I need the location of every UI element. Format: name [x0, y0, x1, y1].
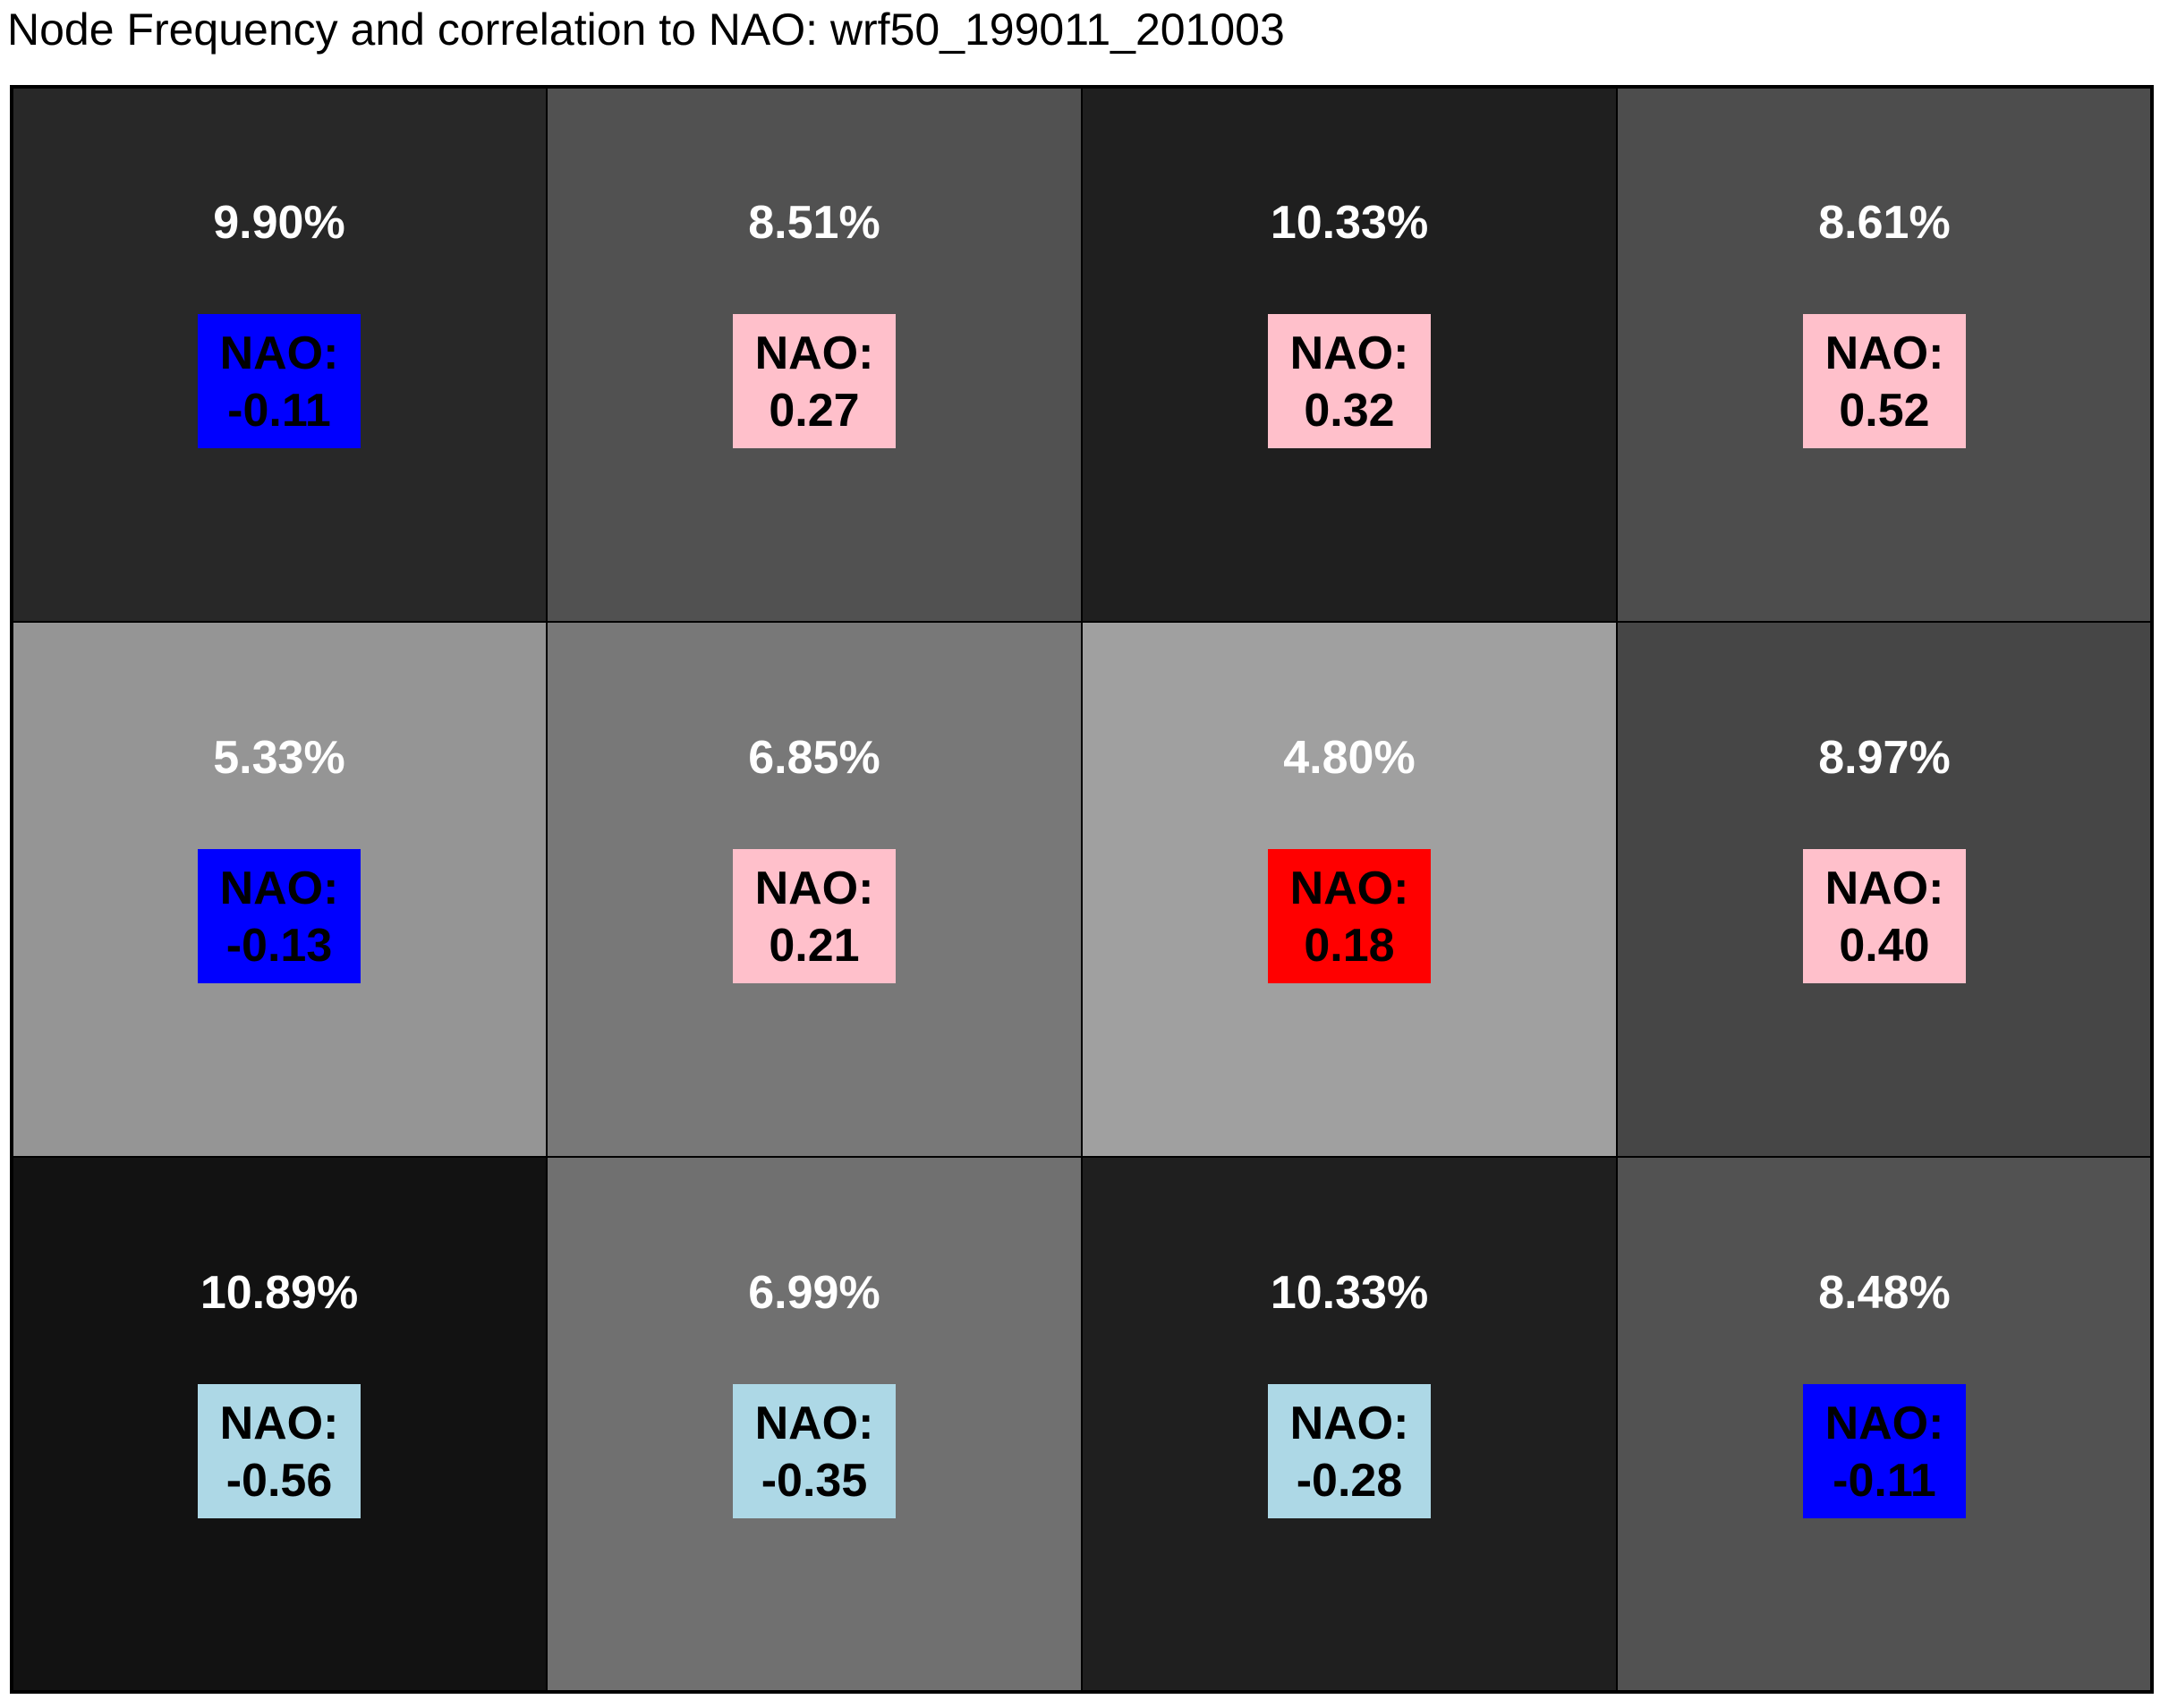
node-frequency-1: 9.90%	[213, 197, 344, 249]
nao-label-3: NAO:	[1290, 327, 1409, 379]
nao-label-4: NAO:	[1825, 327, 1944, 379]
node-frequency-3: 10.33%	[1271, 197, 1428, 249]
nao-value-11: -0.28	[1297, 1455, 1403, 1507]
nao-value-3: 0.32	[1304, 385, 1394, 437]
nao-label-10: NAO:	[755, 1398, 874, 1449]
nao-value-7: 0.18	[1304, 920, 1394, 972]
nao-label-11: NAO:	[1290, 1398, 1409, 1449]
nao-label-12: NAO:	[1825, 1398, 1944, 1449]
node-frequency-9: 10.89%	[200, 1267, 358, 1319]
nao-box-10	[733, 1384, 896, 1518]
nao-value-4: 0.52	[1839, 385, 1929, 437]
nao-label-5: NAO:	[220, 862, 339, 914]
nao-label-8: NAO:	[1825, 862, 1944, 914]
nao-label-6: NAO:	[755, 862, 874, 914]
nao-box-8	[1803, 849, 1966, 983]
node-frequency-8: 8.97%	[1818, 732, 1950, 784]
node-frequency-11: 10.33%	[1271, 1267, 1428, 1319]
node-frequency-2: 8.51%	[748, 197, 880, 249]
nao-box-3	[1268, 314, 1431, 448]
nao-box-5	[198, 849, 361, 983]
nao-value-5: -0.13	[226, 920, 333, 972]
nao-box-11	[1268, 1384, 1431, 1518]
nao-value-9: -0.56	[226, 1455, 333, 1507]
nao-box-12	[1803, 1384, 1966, 1518]
nao-label-9: NAO:	[220, 1398, 339, 1449]
node-frequency-12: 8.48%	[1818, 1267, 1950, 1319]
node-frequency-6: 6.85%	[748, 732, 880, 784]
nao-box-1	[198, 314, 361, 448]
nao-value-10: -0.35	[761, 1455, 868, 1507]
node-frequency-7: 4.80%	[1283, 732, 1415, 784]
node-frequency-5: 5.33%	[213, 732, 344, 784]
nao-box-7	[1268, 849, 1431, 983]
nao-value-12: -0.11	[1833, 1455, 1936, 1507]
nao-box-4	[1803, 314, 1966, 448]
nao-label-1: NAO:	[220, 327, 339, 379]
node-frequency-10: 6.99%	[748, 1267, 880, 1319]
nao-value-2: 0.27	[769, 385, 859, 437]
nao-label-2: NAO:	[755, 327, 874, 379]
node-frequency-4: 8.61%	[1818, 197, 1950, 249]
nao-value-1: -0.11	[227, 385, 331, 437]
chart-title: Node Frequency and correlation to NAO: w…	[7, 4, 1285, 55]
nao-box-9	[198, 1384, 361, 1518]
nao-value-6: 0.21	[769, 920, 859, 972]
nao-value-8: 0.40	[1839, 920, 1929, 972]
grid-frame	[10, 85, 2154, 1694]
nao-box-6	[733, 849, 896, 983]
nao-box-2	[733, 314, 896, 448]
nao-label-7: NAO:	[1290, 862, 1409, 914]
